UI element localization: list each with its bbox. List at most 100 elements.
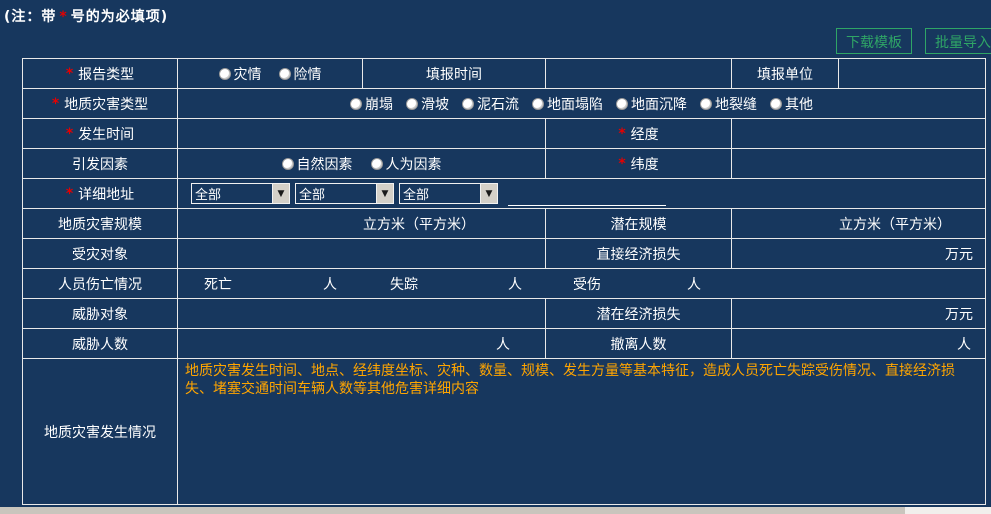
chevron-down-icon[interactable]: ▼ (272, 184, 289, 203)
batch-import-button[interactable]: 批量导入 (925, 28, 991, 54)
radio-icon[interactable] (278, 67, 291, 80)
radio-disaster-type-collapse[interactable]: 崩塌 (350, 94, 393, 114)
situation-label: 地质灾害发生情况 (23, 359, 178, 505)
radio-disaster-type-landslide[interactable]: 滑坡 (406, 94, 449, 114)
direct-loss-label: 直接经济损失 (546, 239, 732, 269)
address-label: * 详细地址 (23, 179, 178, 209)
threat-object-input-cell[interactable] (178, 299, 546, 329)
label-text: 威胁对象 (72, 306, 128, 323)
evacuate-count-label: 撤离人数 (546, 329, 732, 359)
radio-report-type-danger[interactable]: 险情 (278, 64, 322, 84)
radio-report-type-disaster[interactable]: 灾情 (218, 64, 262, 84)
chevron-down-icon[interactable]: ▼ (480, 184, 497, 203)
radio-disaster-type-ground-fissure[interactable]: 地裂缝 (700, 94, 757, 114)
radio-label: 崩塌 (365, 96, 393, 113)
death-label: 死亡 (204, 276, 232, 293)
radio-disaster-type-debris-flow[interactable]: 泥石流 (462, 94, 519, 114)
address-detail-input[interactable] (508, 190, 666, 206)
note-star: * (59, 9, 68, 25)
label-text: 详细地址 (78, 186, 135, 203)
affected-object-input-cell[interactable] (178, 239, 546, 269)
potential-loss-label: 潜在经济损失 (546, 299, 732, 329)
label-text: 填报时间 (426, 66, 482, 83)
province-select[interactable]: 全部 ▼ (191, 183, 290, 204)
radio-icon[interactable] (370, 157, 383, 170)
label-text: 地质灾害发生情况 (44, 424, 156, 441)
radio-icon[interactable] (281, 157, 294, 170)
horizontal-scrollbar[interactable] (0, 507, 991, 514)
evacuate-count-input-cell[interactable]: 人 (732, 329, 986, 359)
required-star: * (65, 125, 74, 142)
threat-count-input-cell[interactable]: 人 (178, 329, 546, 359)
threat-count-unit: 人 (496, 336, 510, 353)
radio-label: 其他 (785, 96, 813, 113)
required-note: (注：带 * 号的为必填项) (4, 6, 168, 26)
direct-loss-input-cell[interactable]: 万元 (732, 239, 986, 269)
casualty-label: 人员伤亡情况 (23, 269, 178, 299)
note-suffix: 号的为必填项) (70, 9, 169, 25)
threat-object-label: 威胁对象 (23, 299, 178, 329)
death-unit: 人 (323, 276, 337, 293)
county-select[interactable]: 全部 ▼ (399, 183, 498, 204)
radio-icon[interactable] (462, 97, 474, 110)
direct-loss-unit: 万元 (945, 246, 973, 263)
label-text: 直接经济损失 (596, 246, 681, 263)
radio-label: 地裂缝 (715, 96, 757, 113)
situation-textarea[interactable]: 地质灾害发生时间、地点、经纬度坐标、灾种、数量、规模、发生方量等基本特征，造成人… (178, 359, 986, 505)
radio-disaster-type-other[interactable]: 其他 (770, 94, 813, 114)
radio-trigger-natural[interactable]: 自然因素 (281, 154, 353, 174)
radio-icon[interactable] (616, 97, 628, 110)
occur-time-input-cell[interactable] (178, 119, 546, 149)
label-text: 地质灾害类型 (64, 96, 149, 113)
radio-label: 泥石流 (477, 96, 519, 113)
label-text: 潜在规模 (610, 216, 667, 233)
radio-icon[interactable] (700, 97, 712, 110)
radio-disaster-type-ground-subsidence[interactable]: 地面沉降 (616, 94, 687, 114)
scale-unit: 立方米（平方米） (363, 216, 475, 233)
potential-loss-unit: 万元 (945, 306, 973, 323)
latitude-input-cell[interactable] (732, 149, 986, 179)
label-text: 人员伤亡情况 (58, 276, 142, 293)
latitude-label: * 纬度 (546, 149, 732, 179)
scale-input-cell[interactable]: 立方米（平方米） (178, 209, 546, 239)
label-text: 引发因素 (72, 156, 128, 173)
label-text: 威胁人数 (72, 336, 128, 353)
threat-count-label: 威胁人数 (23, 329, 178, 359)
potential-scale-input-cell[interactable]: 立方米（平方米） (732, 209, 986, 239)
chevron-down-icon[interactable]: ▼ (376, 184, 393, 203)
required-star: * (618, 125, 626, 142)
fill-unit-input-cell[interactable] (839, 59, 986, 89)
radio-label: 人为因素 (385, 156, 442, 173)
longitude-input-cell[interactable] (732, 119, 986, 149)
label-text: 受灾对象 (72, 246, 128, 263)
label-text: 经度 (630, 126, 659, 143)
label-text: 报告类型 (78, 66, 135, 83)
missing-label: 失踪 (390, 276, 418, 293)
fill-unit-label: 填报单位 (732, 59, 839, 89)
radio-disaster-type-ground-collapse[interactable]: 地面塌陷 (532, 94, 603, 114)
city-select[interactable]: 全部 ▼ (295, 183, 394, 204)
radio-label: 灾情 (233, 66, 262, 83)
radio-trigger-human[interactable]: 人为因素 (370, 154, 442, 174)
label-text: 纬度 (630, 156, 659, 173)
trigger-factor-options: 自然因素 人为因素 (178, 149, 546, 179)
potential-scale-label: 潜在规模 (546, 209, 732, 239)
casualty-input-cell[interactable]: 死亡 人 失踪 人 受伤 人 (178, 269, 986, 299)
required-star: * (65, 65, 74, 82)
label-text: 地质灾害规模 (58, 216, 142, 233)
potential-loss-input-cell[interactable]: 万元 (732, 299, 986, 329)
radio-icon[interactable] (770, 97, 782, 110)
radio-icon[interactable] (532, 97, 544, 110)
radio-icon[interactable] (350, 97, 362, 110)
scrollbar-thumb[interactable] (0, 507, 905, 514)
disaster-report-form: * 报告类型 灾情 险情 填报时间 填报单位 * 地质灾害类型 崩塌 滑坡 泥石流 … (22, 58, 986, 505)
download-template-button[interactable]: 下载模板 (836, 28, 912, 54)
radio-icon[interactable] (218, 67, 231, 80)
label-text: 填报单位 (757, 66, 813, 83)
radio-icon[interactable] (406, 97, 418, 110)
radio-label: 险情 (293, 66, 322, 83)
disaster-type-label: * 地质灾害类型 (23, 89, 178, 119)
fill-time-input-cell[interactable] (546, 59, 732, 89)
required-star: * (618, 155, 626, 172)
missing-unit: 人 (508, 276, 522, 293)
